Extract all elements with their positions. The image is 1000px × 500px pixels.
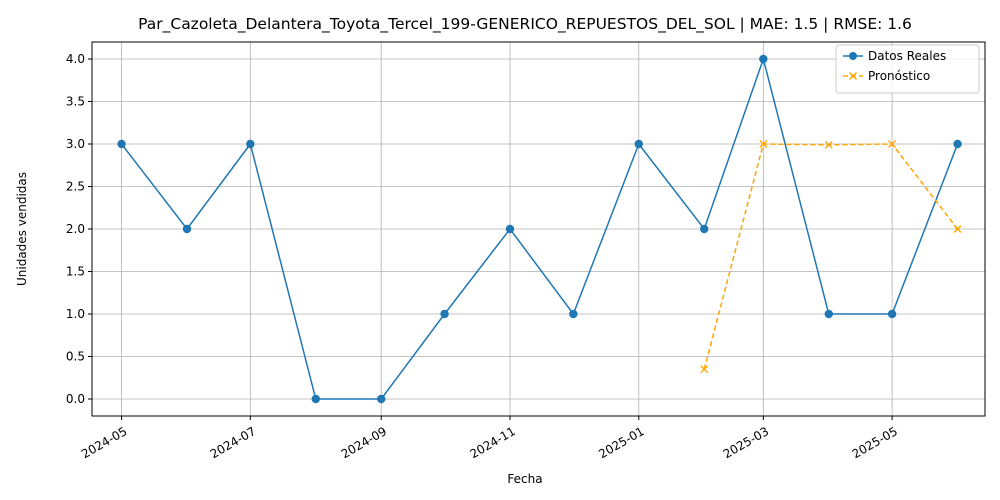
data-point-pron-stico (953, 225, 962, 233)
legend: Datos Reales Pronóstico (835, 44, 980, 94)
marker-stroke (700, 365, 709, 374)
data-point-datos-reales (824, 309, 833, 319)
data-point-datos-reales (700, 224, 709, 234)
data-point-pron-stico (700, 365, 709, 374)
y-tick-label: 3.0 (66, 137, 85, 151)
marker-stroke (759, 140, 768, 148)
marker-stroke (849, 72, 857, 80)
data-point-datos-reales (953, 139, 962, 149)
data-point-datos-reales (246, 139, 255, 149)
y-tick-label: 0.0 (66, 392, 85, 406)
y-tick-label: 3.5 (66, 95, 85, 109)
data-point-datos-reales (887, 309, 897, 319)
y-axis-label: Unidades vendidas (15, 172, 29, 286)
y-tick-label: 1.5 (66, 265, 85, 279)
data-point-datos-reales (569, 309, 578, 319)
data-point-datos-reales (759, 54, 768, 64)
x-axis-label: Fecha (507, 472, 542, 486)
series-layer (117, 54, 962, 404)
marker-stroke (824, 140, 833, 149)
legend-label-pronostico: Pronóstico (868, 69, 930, 83)
data-point-pron-stico (759, 140, 768, 148)
legend-box (835, 44, 980, 94)
series-line-datos-reales (120, 56, 959, 400)
y-tick-label: 4.0 (66, 52, 85, 66)
data-point-datos-reales (182, 224, 192, 234)
data-point-datos-reales (634, 139, 643, 149)
y-tick-label: 2.5 (66, 180, 85, 194)
legend-marker-pronostico (849, 72, 857, 80)
data-point-datos-reales (377, 394, 386, 404)
chart-title: Par_Cazoleta_Delantera_Toyota_Tercel_199… (138, 15, 912, 34)
y-tick-label: 2.0 (66, 222, 85, 236)
data-point-datos-reales (440, 309, 449, 319)
y-tick-label: 1.0 (66, 307, 85, 321)
y-tick-label: 0.5 (66, 350, 85, 364)
marker-stroke (953, 225, 962, 233)
legend-label-datos-reales: Datos Reales (868, 49, 946, 63)
marker-stroke (888, 140, 897, 148)
data-point-pron-stico (824, 140, 833, 149)
data-point-datos-reales (117, 139, 126, 149)
legend-marker-datos-reales (849, 52, 857, 60)
data-point-datos-reales (505, 224, 515, 234)
grid (92, 42, 985, 416)
data-point-datos-reales (311, 394, 320, 404)
data-point-pron-stico (888, 140, 897, 148)
